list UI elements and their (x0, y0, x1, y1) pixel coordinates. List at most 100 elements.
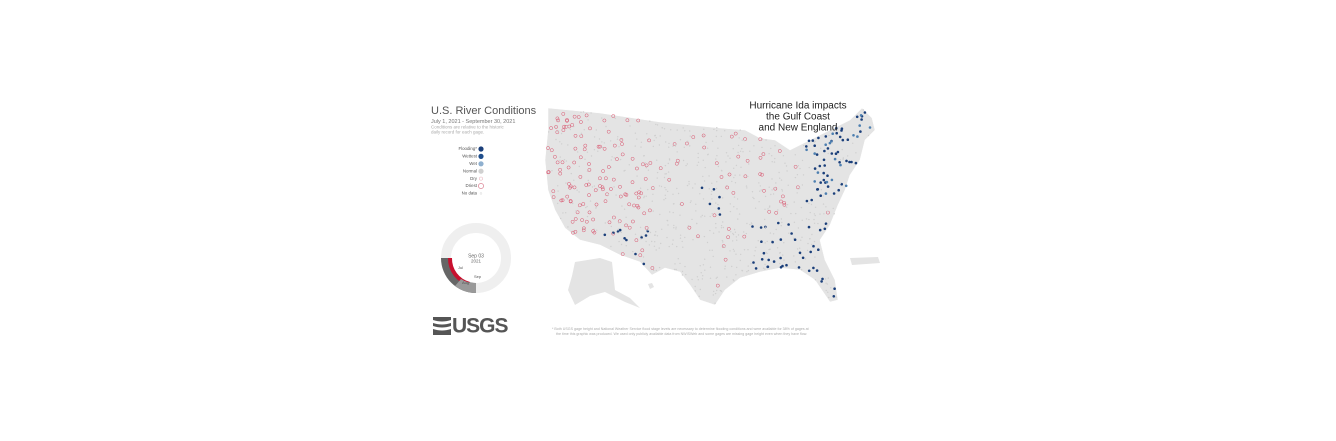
gage-point (794, 261, 796, 263)
gage-point (721, 239, 724, 242)
gage-point (620, 142, 624, 146)
gage-point (672, 142, 677, 146)
gage-point (580, 111, 582, 114)
gage-point (570, 219, 575, 224)
gage-point (618, 240, 620, 243)
gage-point (702, 145, 707, 150)
gage-point (813, 240, 816, 243)
gage-point (565, 212, 567, 214)
gage-point (766, 265, 769, 269)
gage-point (779, 252, 781, 254)
gage-point (562, 124, 566, 129)
gage-point (567, 144, 569, 146)
gage-point (580, 218, 584, 222)
gage-point (668, 142, 670, 145)
gage-point (824, 192, 828, 195)
gage-point (647, 138, 651, 143)
gage-point (715, 227, 717, 229)
gage-point (786, 170, 788, 172)
gage-point (617, 219, 622, 224)
gage-point (648, 244, 651, 246)
gage-point (655, 231, 657, 233)
gage-point (706, 147, 709, 149)
gage-point (830, 140, 833, 143)
gage-point (757, 240, 759, 242)
gage-point (837, 188, 840, 192)
gage-point (572, 232, 575, 234)
gage-point (560, 217, 562, 220)
gage-point (802, 174, 805, 176)
gage-point (730, 231, 732, 233)
gage-point (625, 216, 627, 218)
gage-point (777, 149, 782, 153)
gage-point (565, 182, 567, 184)
gage-point (645, 195, 647, 197)
gage-point (570, 172, 572, 175)
gage-point (617, 136, 619, 138)
gage-point (751, 225, 754, 228)
gage-point (675, 268, 677, 271)
gage-point (593, 149, 596, 151)
gage-point (733, 228, 736, 231)
gage-point (729, 210, 732, 213)
gage-point (831, 142, 833, 144)
gage-point (676, 187, 678, 190)
gage-point (814, 206, 817, 208)
gage-point (584, 219, 589, 224)
gage-point (759, 226, 763, 229)
gage-point (852, 142, 854, 144)
gage-point (672, 239, 674, 241)
gage-point (647, 169, 650, 171)
gage-point (827, 210, 829, 212)
gage-point (807, 225, 811, 229)
gage-point (813, 222, 816, 224)
map (544, 107, 880, 308)
clock-date: Sep 03 (468, 253, 484, 259)
gage-point (743, 174, 748, 179)
gage-point (815, 153, 819, 156)
gage-point (563, 159, 566, 161)
gage-point (572, 160, 577, 165)
gage-point (685, 141, 689, 146)
gage-point (643, 195, 645, 197)
gage-point (815, 269, 819, 272)
gage-point (810, 198, 813, 202)
gage-point (827, 291, 829, 293)
gage-point (620, 252, 625, 256)
gage-point (739, 174, 741, 176)
gage-point (705, 141, 707, 144)
gage-point (688, 145, 691, 147)
gage-point (702, 159, 704, 161)
gage-point (753, 145, 755, 147)
gage-point (639, 187, 642, 189)
gage-point (620, 138, 623, 140)
gage-point (825, 180, 829, 184)
gage-point (817, 248, 820, 251)
dates: July 1, 2021 - September 30, 2021 (431, 119, 515, 125)
gage-point (764, 218, 766, 221)
gage-point (821, 277, 824, 281)
gage-point (674, 143, 677, 146)
gage-point (822, 178, 826, 182)
gage-point (593, 188, 598, 193)
annotation: and New England (759, 123, 838, 134)
gage-point (618, 228, 622, 232)
gage-point (725, 152, 728, 154)
gage-point (778, 171, 780, 174)
gage-point (618, 146, 620, 148)
gage-point (780, 218, 783, 220)
gage-point (691, 218, 693, 221)
hawaii (648, 283, 654, 289)
gage-point (558, 171, 563, 176)
gage-point (578, 165, 580, 168)
title: U.S. River Conditions (431, 105, 537, 117)
gage-point (642, 211, 647, 216)
gage-point (555, 116, 560, 121)
gage-point (694, 290, 696, 292)
gage-point (826, 283, 829, 285)
legend-symbol (478, 153, 484, 159)
gage-point (601, 117, 603, 119)
gage-point (758, 155, 763, 160)
gage-point (777, 221, 780, 225)
gage-point (651, 240, 653, 243)
